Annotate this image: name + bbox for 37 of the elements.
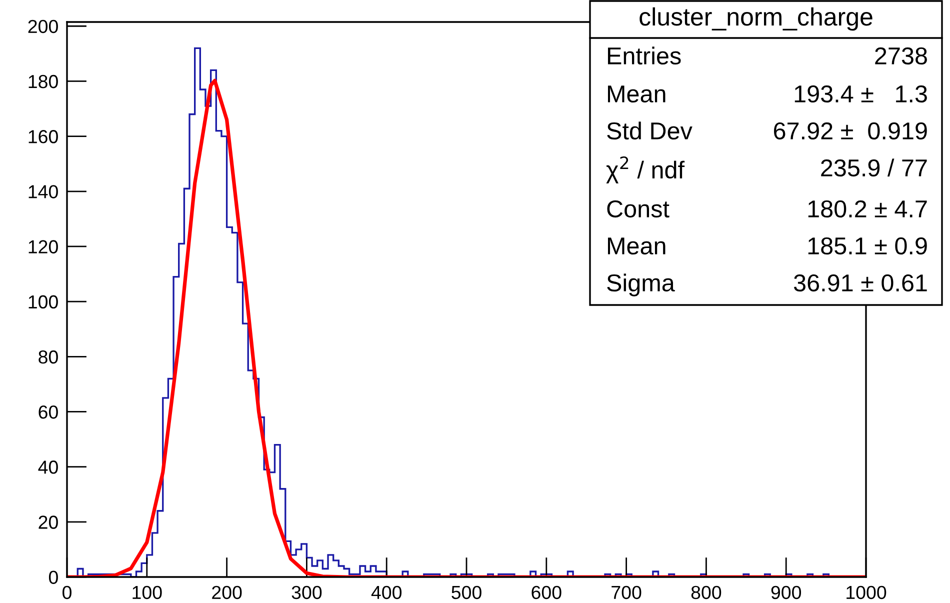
x-tick-label: 600 — [532, 586, 562, 600]
x-tick-label: 0 — [62, 586, 72, 600]
y-tick-label: 200 — [28, 20, 58, 34]
annotation: 67.92 ± 0.919 — [774, 122, 927, 140]
annotation: Mean — [608, 86, 666, 103]
x-tick-label: 1000 — [846, 586, 886, 600]
y-tick-label: 40 — [38, 460, 58, 474]
annotation: 180.2 ± 4.7 — [808, 200, 927, 218]
annotation: Entries — [608, 46, 681, 65]
y-tick-label: 20 — [38, 516, 58, 529]
x-tick-label: 100 — [132, 586, 162, 600]
y-tick-label: 0 — [48, 570, 58, 584]
y-tick-label: 160 — [28, 130, 58, 144]
y-tick-label: 100 — [28, 295, 58, 309]
annotation: Const — [607, 200, 670, 218]
text: 2738 — [875, 47, 927, 65]
annotation: Mean — [608, 238, 666, 255]
y-tick-label: 120 — [28, 240, 58, 254]
y-tick-label: 140 — [28, 185, 58, 198]
x-tick-label: 300 — [292, 586, 322, 600]
annotation: 185.1 ± 0.9 — [808, 237, 927, 255]
x-tick-label: 200 — [212, 586, 242, 600]
x-tick-label: 700 — [612, 586, 642, 600]
x-tick-label: 500 — [452, 586, 482, 600]
y-tick-label: 180 — [28, 74, 58, 88]
x-tick-label: 400 — [371, 586, 402, 600]
annotation: 235.9 / 77 — [821, 158, 927, 177]
annotation: Sigma — [607, 274, 675, 296]
y-tick-label: 60 — [38, 405, 58, 419]
chart-title: cluster_norm_charge — [640, 7, 872, 31]
x-tick-label: 800 — [691, 586, 722, 600]
annotation: 36.91 ± 0.61 — [794, 274, 927, 292]
annotation: Std Dev — [607, 122, 692, 140]
annotation: 193.4 ± 1.3 — [794, 85, 927, 103]
x-tick-label: 900 — [771, 586, 802, 600]
y-tick-label: 80 — [38, 350, 58, 364]
annotation: χ$^{2}$ / ndf — [606, 156, 685, 184]
